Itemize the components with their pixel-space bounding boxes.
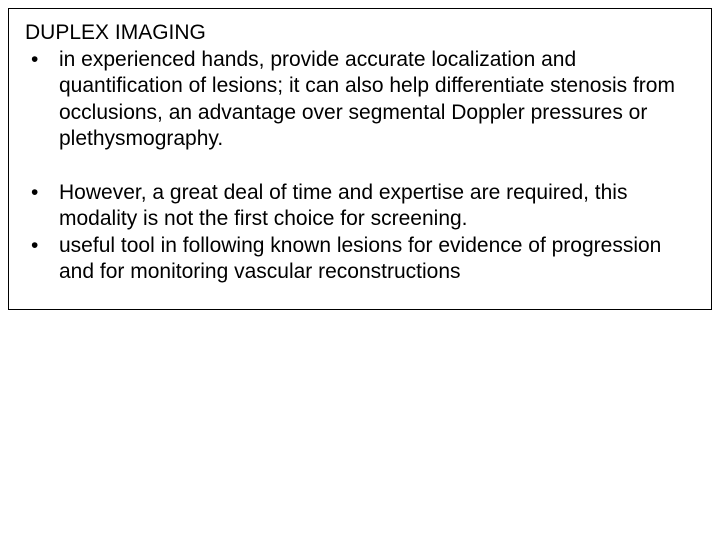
list-item: useful tool in following known lesions f… [25, 233, 695, 286]
list-item: However, a great deal of time and expert… [25, 180, 695, 233]
slide-content-box: DUPLEX IMAGING in experienced hands, pro… [8, 8, 712, 310]
spacer [25, 152, 695, 180]
slide-title: DUPLEX IMAGING [25, 21, 695, 45]
bullet-list-2: However, a great deal of time and expert… [25, 180, 695, 285]
bullet-list-1: in experienced hands, provide accurate l… [25, 47, 695, 152]
list-item: in experienced hands, provide accurate l… [25, 47, 695, 152]
